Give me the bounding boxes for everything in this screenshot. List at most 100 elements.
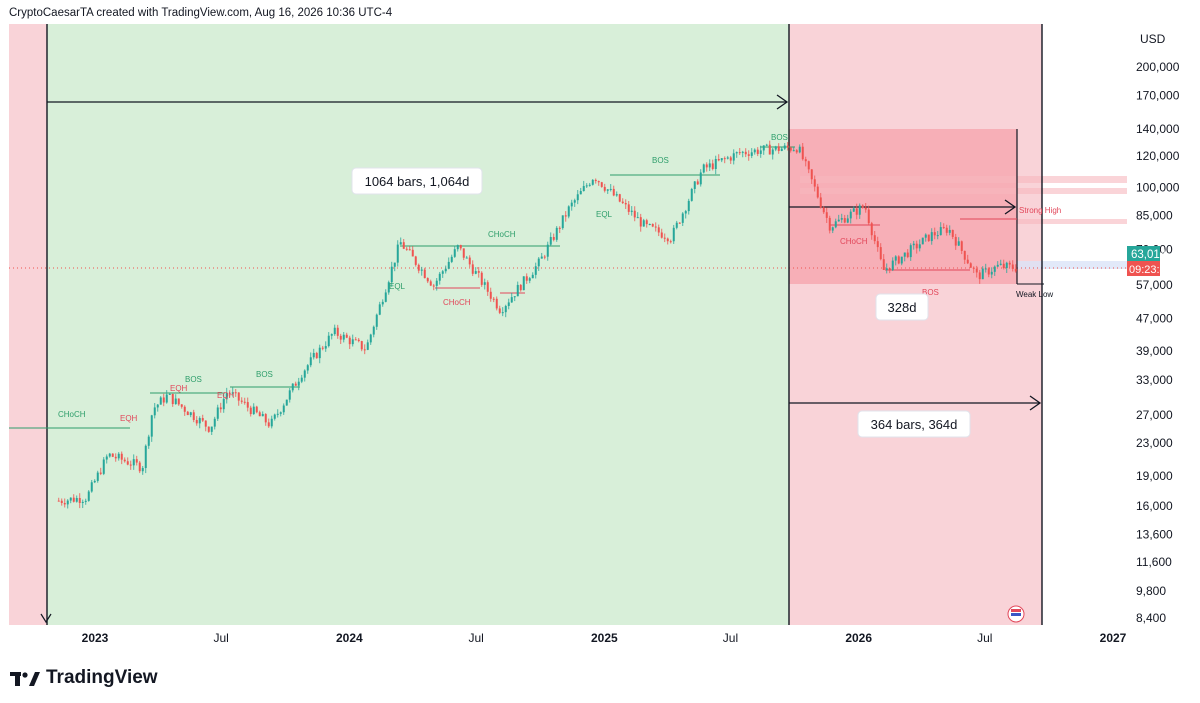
candle-body	[303, 370, 306, 378]
candle-body	[234, 392, 237, 394]
candle-body	[435, 280, 438, 286]
candle-body	[570, 202, 573, 207]
green-zone	[47, 24, 789, 625]
tradingview-logo: TradingView	[10, 667, 158, 689]
candle-body	[81, 501, 84, 503]
candle-body	[153, 407, 156, 416]
candle-body	[567, 206, 570, 217]
candle-body	[402, 242, 405, 249]
candle-body	[201, 418, 204, 421]
candle-body	[891, 260, 894, 271]
price-tick-label: 39,000	[1136, 344, 1173, 358]
candle-body	[297, 381, 300, 386]
candle-body	[456, 245, 459, 250]
candle-body	[1002, 263, 1005, 269]
price-tick-label: 85,000	[1136, 209, 1173, 223]
price-tick-label: 120,000	[1136, 149, 1180, 163]
candle-body	[264, 414, 267, 423]
candle-body	[93, 480, 96, 483]
strong-high-band	[800, 176, 1127, 183]
candle-body	[399, 242, 402, 245]
candle-body	[288, 390, 291, 400]
candle-body	[255, 406, 258, 413]
candle-body	[975, 268, 978, 273]
candle-body	[651, 224, 654, 227]
candle-body	[588, 184, 591, 186]
price-tick-label: 23,000	[1136, 436, 1173, 450]
candle-body	[756, 149, 759, 154]
candle-body	[72, 497, 75, 502]
left-down-arrow	[40, 613, 52, 624]
price-tick-label: 13,600	[1136, 527, 1173, 541]
candle-body	[795, 150, 798, 153]
candle-body	[96, 472, 99, 481]
drop-range-label: 328d	[888, 300, 917, 315]
label-strong-high: Strong High	[1019, 206, 1061, 215]
candle-body	[750, 152, 753, 156]
candle-body	[525, 276, 528, 281]
candle-body	[522, 276, 525, 291]
supply-band	[1017, 219, 1127, 224]
candle-body	[741, 151, 744, 153]
label-bos: BOS	[922, 288, 939, 297]
candle-body	[480, 272, 483, 285]
candle-body	[852, 208, 855, 212]
candle-body	[657, 227, 660, 233]
candle-body	[699, 172, 702, 185]
candle-body	[138, 462, 141, 472]
candle-body	[855, 208, 858, 215]
candle-body	[180, 404, 183, 407]
current-price-tag: 63,014	[1127, 246, 1167, 261]
candle-body	[495, 298, 498, 309]
candle-body	[111, 453, 114, 457]
candle-body	[513, 296, 516, 298]
candle-body	[492, 298, 495, 300]
candle-body	[1011, 264, 1014, 269]
label-bos: BOS	[185, 375, 202, 384]
currency-label: USD	[1140, 32, 1166, 46]
candle-body	[945, 227, 948, 233]
flag-icon[interactable]	[1007, 605, 1025, 623]
candle-body	[540, 256, 543, 259]
candle-body	[534, 266, 537, 275]
candle-body	[417, 264, 420, 271]
candle-body	[606, 189, 609, 191]
candle-body	[645, 220, 648, 225]
candle-body	[648, 224, 651, 226]
label-bos: BOS	[771, 133, 788, 142]
candle-body	[441, 271, 444, 274]
label-choch: CHoCH	[488, 230, 516, 239]
candle-body	[612, 188, 615, 196]
candle-body	[471, 264, 474, 274]
candle-body	[114, 456, 117, 459]
candle-body	[432, 285, 435, 287]
chart-attribution: CryptoCaesarTA created with TradingView.…	[9, 7, 393, 19]
current-price-value: 63,014	[1131, 249, 1167, 261]
candle-body	[453, 249, 456, 257]
candle-body	[993, 266, 996, 272]
candle-body	[927, 234, 930, 242]
candle-body	[681, 213, 684, 223]
candle-body	[474, 271, 477, 274]
candle-body	[780, 148, 783, 151]
candle-body	[549, 237, 552, 245]
candle-body	[729, 157, 732, 161]
candle-body	[663, 237, 666, 239]
structure-labels: CHoCH BOS BOS CHoCH BOS BOS CHoCH CHoCH …	[58, 133, 1061, 423]
candle-body	[972, 267, 975, 269]
candle-body	[171, 393, 174, 405]
candle-body	[345, 334, 348, 338]
candle-body	[906, 252, 909, 258]
candle-body	[849, 211, 852, 219]
candle-body	[774, 146, 777, 150]
candle-body	[885, 268, 888, 270]
strong-high-band-2	[800, 188, 1127, 194]
candle-body	[528, 278, 531, 281]
candle-body	[900, 256, 903, 264]
candle-body	[672, 227, 675, 242]
candle-body	[372, 326, 375, 335]
candle-body	[468, 257, 471, 265]
time-tick-label: Jul	[213, 631, 228, 645]
candle-body	[444, 268, 447, 272]
